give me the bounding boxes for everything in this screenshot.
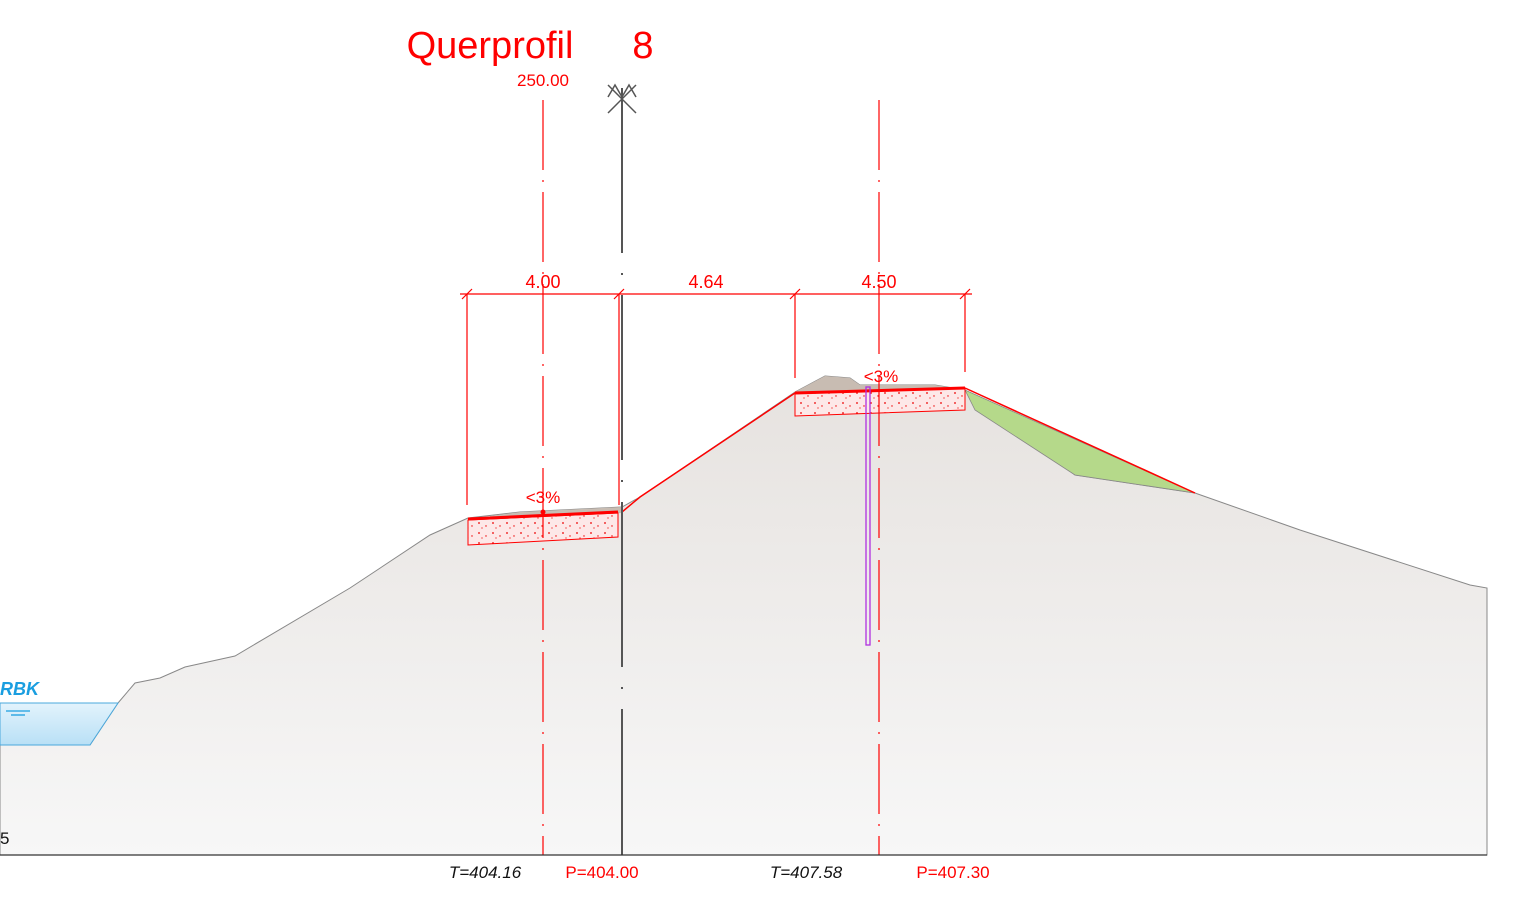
terrain (0, 375, 1488, 856)
road-top (794, 386, 966, 395)
dimension-ticks (461, 288, 971, 505)
dimension: 4.50 (861, 272, 896, 292)
terrain-height: T=407.58 (770, 863, 843, 882)
water-label: RBK (0, 679, 41, 699)
planned-height: P=407.30 (916, 863, 989, 882)
profile-number: 8 (632, 25, 653, 67)
slope: <3% (864, 367, 899, 386)
slope-line (621, 392, 796, 513)
planned-height: P=404.00 (565, 863, 638, 882)
dimension: 4.00 (525, 272, 560, 292)
slope-line (964, 387, 1196, 494)
pipe (865, 386, 871, 646)
dimension: 4.64 (688, 272, 723, 292)
terrain-height: T=404.16 (449, 863, 522, 882)
station: 250.00 (517, 71, 569, 90)
edge-label: 5 (0, 829, 9, 848)
water (0, 702, 119, 746)
slope: <3% (526, 488, 561, 507)
north-arrow (607, 84, 637, 114)
title: Querprofil (407, 25, 574, 67)
